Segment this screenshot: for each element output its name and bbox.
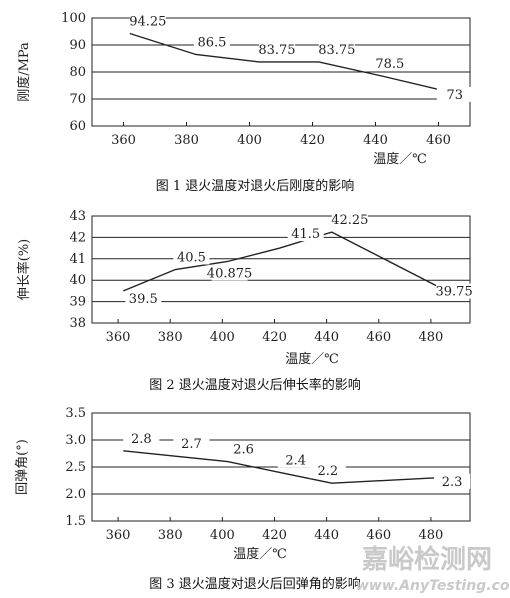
data-label: 2.7 [181, 437, 202, 452]
y-tick-label: 43 [69, 209, 86, 224]
data-label-bg [436, 283, 473, 299]
x-tick-label: 360 [106, 528, 131, 543]
plot-frame [91, 412, 471, 522]
x-tick-label: 440 [363, 133, 388, 148]
y-tick-label: 3.0 [65, 433, 86, 448]
data-label-bg [277, 452, 314, 468]
x-tick-label: 420 [262, 330, 287, 345]
data-label-bg [287, 226, 324, 242]
x-tick-label: 440 [314, 528, 339, 543]
series-line [123, 450, 437, 484]
y-tick-label: 3.5 [65, 406, 86, 421]
data-label: 41.5 [291, 227, 320, 242]
data-label-bg [193, 34, 230, 50]
x-tick-label: 400 [210, 528, 235, 543]
data-label: 94.25 [129, 15, 166, 30]
data-label-bg [434, 473, 471, 489]
chart-stiffness: 60 70 80 90 100 360 380 400 420 440 460 94.25 86.5 83… [16, 11, 473, 194]
data-label-bg [125, 290, 162, 306]
x-tick-label: 360 [111, 133, 136, 148]
x-tick-label: 380 [158, 330, 183, 345]
x-tick-label: 380 [174, 133, 199, 148]
y-tick-label: 60 [69, 119, 86, 134]
x-tick-label: 440 [314, 330, 339, 345]
data-label-bg [173, 249, 210, 265]
data-label-bg [309, 463, 346, 479]
data-label-bg [258, 41, 295, 57]
data-label-bg [318, 41, 355, 57]
x-tick-label: 460 [366, 528, 391, 543]
data-label: 86.5 [197, 35, 226, 50]
x-axis-label: 温度／℃ [233, 546, 287, 562]
x-tick-label: 400 [210, 330, 235, 345]
data-label: 40.875 [207, 266, 253, 281]
data-label: 2.4 [285, 453, 306, 468]
data-label: 39.5 [129, 292, 158, 307]
data-label: 2.6 [233, 443, 254, 458]
plot-frame [91, 215, 471, 324]
y-tick-label: 42 [69, 230, 86, 245]
data-label: 40.5 [177, 251, 206, 266]
x-tick-label: 460 [366, 330, 391, 345]
figure-caption: 图 2 退火温度对退火后伸长率的影响 [149, 377, 361, 393]
x-tick-label: 480 [418, 528, 443, 543]
y-axis-label: 刚度/MPa [16, 42, 32, 102]
data-label: 2.8 [131, 432, 152, 447]
figure-caption: 图 3 退火温度对退火后回弹角的影响 [149, 576, 361, 592]
y-tick-label: 100 [61, 11, 86, 26]
x-axis-label: 温度／℃ [285, 351, 339, 367]
y-axis-label: 伸长率(%) [16, 239, 32, 301]
series-line [123, 231, 437, 292]
x-tick-label: 420 [262, 528, 287, 543]
series-line [129, 32, 445, 92]
data-label: 42.25 [331, 213, 368, 228]
y-axis-label: 回弹角(°) [15, 439, 30, 495]
data-label: 83.75 [258, 43, 295, 58]
y-tick-label: 90 [69, 38, 86, 53]
data-label-bg [129, 13, 166, 29]
plot-frame [91, 17, 471, 127]
y-tick-label: 1.5 [65, 514, 86, 529]
y-tick-label: 2.0 [65, 487, 86, 502]
x-tick-label: 460 [426, 133, 451, 148]
data-label-bg [225, 441, 262, 457]
watermark-cn: 嘉峪检测网 [362, 544, 492, 575]
watermark: 嘉峪检测网 www.AnyTesting.com [356, 544, 510, 594]
data-label: 73 [447, 88, 464, 103]
data-label-bg [173, 436, 210, 452]
y-tick-label: 41 [69, 252, 86, 267]
data-label: 2.3 [442, 475, 463, 490]
y-tick-label: 2.5 [65, 460, 86, 475]
y-tick-label: 38 [69, 316, 86, 331]
data-label: 2.2 [317, 464, 338, 479]
figure-caption: 图 1 退火温度对退火后刚度的影响 [156, 178, 355, 194]
y-tick-label: 70 [69, 92, 86, 107]
data-label: 78.5 [375, 57, 404, 72]
data-label-bg [436, 86, 473, 102]
data-label-bg [123, 430, 160, 446]
x-axis-label: 温度／℃ [373, 151, 427, 167]
chart-springback: 1.5 2.0 2.5 3.0 3.5 360 380 400 420 440 460 480 2.8 2… [15, 406, 471, 592]
x-tick-label: 380 [158, 528, 183, 543]
y-tick-label: 39 [69, 295, 86, 310]
watermark-en: www.AnyTesting.com [356, 578, 510, 594]
data-label: 39.75 [436, 285, 473, 300]
data-label-bg [371, 56, 408, 72]
y-tick-label: 80 [69, 65, 86, 80]
y-tick-label: 40 [69, 273, 86, 288]
data-label-bg [211, 265, 248, 281]
x-tick-label: 480 [418, 330, 443, 345]
chart-elongation: 38 39 40 41 42 43 360 380 400 420 440 460 480 39.5 40.… [16, 209, 473, 393]
x-tick-label: 400 [237, 133, 262, 148]
data-label-bg [331, 212, 368, 228]
data-label: 83.75 [318, 43, 355, 58]
x-tick-label: 360 [106, 330, 131, 345]
x-tick-label: 420 [300, 133, 325, 148]
